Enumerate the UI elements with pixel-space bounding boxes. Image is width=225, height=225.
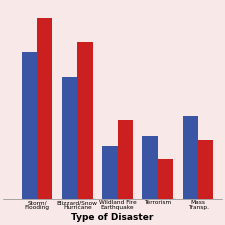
Bar: [117, 120, 133, 199]
Bar: [102, 146, 117, 199]
Bar: [198, 140, 213, 199]
X-axis label: Type of Disaster: Type of Disaster: [71, 213, 154, 222]
Bar: [77, 42, 92, 199]
Bar: [142, 136, 158, 199]
Bar: [62, 77, 77, 199]
Bar: [22, 52, 37, 199]
Bar: [37, 18, 52, 199]
Bar: [183, 116, 198, 199]
Bar: [158, 160, 173, 199]
